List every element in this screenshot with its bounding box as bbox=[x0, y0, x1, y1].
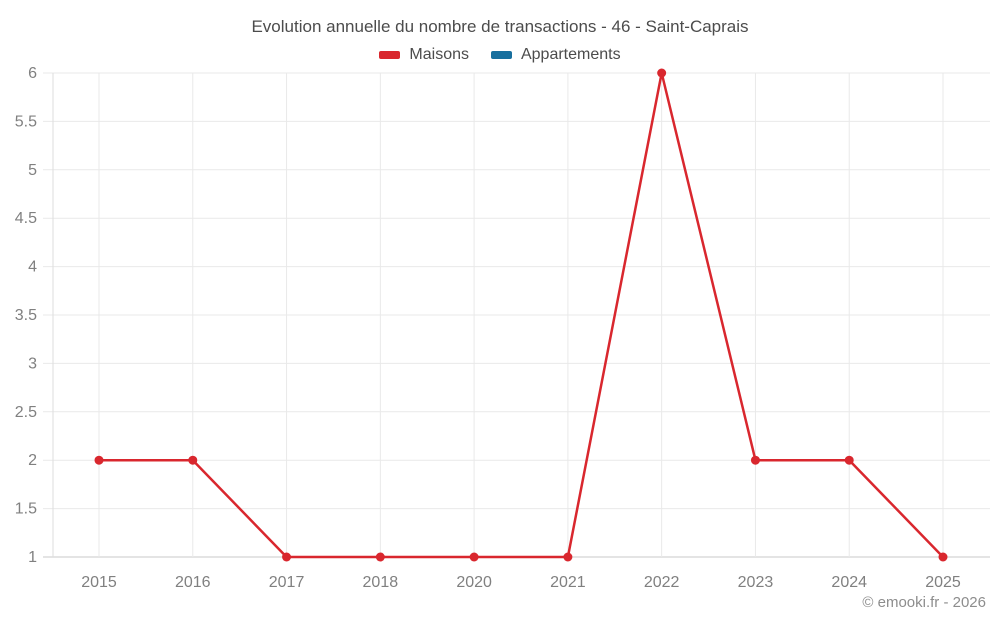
data-point-maisons-2020[interactable] bbox=[469, 552, 479, 562]
legend-item-appartements[interactable]: Appartements bbox=[490, 46, 621, 64]
data-point-maisons-2023[interactable] bbox=[750, 455, 760, 465]
data-point-maisons-2021[interactable] bbox=[563, 552, 573, 562]
data-point-maisons-2024[interactable] bbox=[844, 455, 854, 465]
x-axis-labels: 2015 2016 2017 2018 2020 2021 2022 2023 2024 2025 bbox=[81, 574, 961, 591]
x-tick-label-2024: 2024 bbox=[831, 574, 867, 591]
x-tick-label-2016: 2016 bbox=[175, 574, 211, 591]
x-tick-label-2025: 2025 bbox=[925, 574, 961, 591]
data-point-maisons-2018[interactable] bbox=[375, 552, 385, 562]
y-tick-label: 4.5 bbox=[15, 210, 37, 227]
x-tick-label-2020: 2020 bbox=[456, 574, 492, 591]
data-point-maisons-2015[interactable] bbox=[94, 455, 104, 465]
x-tick-label-2021: 2021 bbox=[550, 574, 586, 591]
horizontal-gridlines bbox=[43, 72, 990, 558]
x-tick-label-2022: 2022 bbox=[644, 574, 680, 591]
legend-label-appartements: Appartements bbox=[520, 46, 621, 63]
x-tick-label-2018: 2018 bbox=[363, 574, 399, 591]
x-tick-label-2017: 2017 bbox=[269, 574, 305, 591]
data-point-maisons-2025[interactable] bbox=[938, 552, 948, 562]
legend-swatch-appartements bbox=[490, 51, 512, 59]
data-point-maisons-2022[interactable] bbox=[657, 68, 667, 78]
y-tick-label: 3.5 bbox=[15, 307, 37, 324]
legend-label-maisons: Maisons bbox=[409, 46, 469, 63]
y-tick-label: 2.5 bbox=[15, 404, 37, 421]
y-tick-label: 5.5 bbox=[15, 113, 37, 130]
legend-swatch-maisons bbox=[379, 51, 401, 59]
data-point-maisons-2017[interactable] bbox=[282, 552, 292, 562]
data-point-maisons-2016[interactable] bbox=[188, 455, 198, 465]
series-line-maisons bbox=[97, 71, 945, 559]
y-tick-label: 1 bbox=[28, 549, 37, 566]
vertical-gridlines bbox=[98, 73, 944, 557]
y-axis-labels: 6 5.5 5 4.5 4 3.5 3 2.5 2 1.5 1 bbox=[15, 65, 37, 566]
y-tick-label: 3 bbox=[28, 355, 37, 372]
y-tick-label: 5 bbox=[28, 162, 37, 179]
y-tick-label: 2 bbox=[28, 452, 37, 469]
legend-item-maisons[interactable]: Maisons bbox=[379, 46, 469, 64]
y-tick-label: 1.5 bbox=[15, 501, 37, 518]
copyright-text: © emooki.fr - 2026 bbox=[862, 594, 986, 611]
legend: Maisons Appartements bbox=[0, 46, 1000, 64]
x-tick-label-2015: 2015 bbox=[81, 574, 117, 591]
chart-title: Evolution annuelle du nombre de transact… bbox=[251, 17, 749, 36]
y-tick-label: 6 bbox=[28, 65, 37, 82]
y-tick-label: 4 bbox=[28, 259, 37, 276]
x-tick-label-2023: 2023 bbox=[738, 574, 774, 591]
